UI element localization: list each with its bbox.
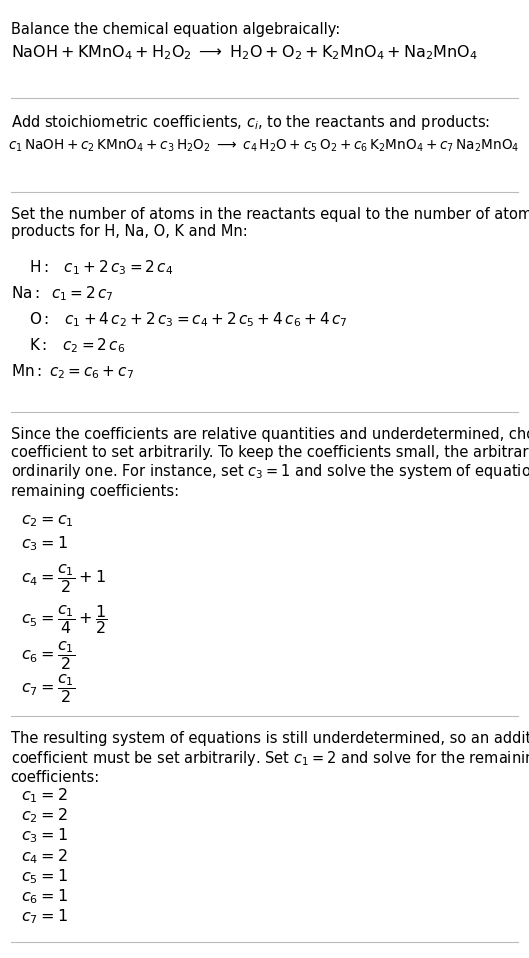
Text: The resulting system of equations is still underdetermined, so an additional
coe: The resulting system of equations is sti… — [11, 731, 529, 786]
Text: $c_1 = 2$: $c_1 = 2$ — [21, 787, 68, 806]
Text: $\mathrm{NaOH + KMnO_4 + H_2O_2 \;\longrightarrow\; H_2O + O_2 + K_2MnO_4 + Na_2: $\mathrm{NaOH + KMnO_4 + H_2O_2 \;\longr… — [11, 43, 478, 62]
Text: $c_6 = 1$: $c_6 = 1$ — [21, 887, 68, 906]
Text: $\mathrm{H:}\;\;\; c_1 + 2\,c_3 = 2\,c_4$: $\mathrm{H:}\;\;\; c_1 + 2\,c_3 = 2\,c_4… — [29, 259, 174, 278]
Text: $c_5 = \dfrac{c_1}{4} + \dfrac{1}{2}$: $c_5 = \dfrac{c_1}{4} + \dfrac{1}{2}$ — [21, 603, 107, 635]
Text: $c_5 = 1$: $c_5 = 1$ — [21, 867, 68, 886]
Text: Balance the chemical equation algebraically:: Balance the chemical equation algebraica… — [11, 22, 340, 37]
Text: Since the coefficients are relative quantities and underdetermined, choose a
coe: Since the coefficients are relative quan… — [11, 427, 529, 499]
Text: $\mathrm{Mn:}\; c_2 = c_6 + c_7$: $\mathrm{Mn:}\; c_2 = c_6 + c_7$ — [11, 362, 133, 381]
Text: $c_1\,\mathrm{NaOH} + c_2\,\mathrm{KMnO_4} + c_3\,\mathrm{H_2O_2} \;\longrightar: $c_1\,\mathrm{NaOH} + c_2\,\mathrm{KMnO_… — [8, 138, 519, 154]
Text: $\mathrm{O:}\;\;\; c_1 + 4\,c_2 + 2\,c_3 = c_4 + 2\,c_5 + 4\,c_6 + 4\,c_7$: $\mathrm{O:}\;\;\; c_1 + 4\,c_2 + 2\,c_3… — [29, 310, 348, 330]
Text: $\mathrm{K:}\;\;\; c_2 = 2\,c_6$: $\mathrm{K:}\;\;\; c_2 = 2\,c_6$ — [29, 336, 125, 355]
Text: $\mathrm{Na:}\;\; c_1 = 2\,c_7$: $\mathrm{Na:}\;\; c_1 = 2\,c_7$ — [11, 285, 113, 304]
Text: $c_7 = 1$: $c_7 = 1$ — [21, 907, 68, 926]
Text: Add stoichiometric coefficients, $c_i$, to the reactants and products:: Add stoichiometric coefficients, $c_i$, … — [11, 113, 490, 132]
Text: $c_2 = c_1$: $c_2 = c_1$ — [21, 513, 74, 529]
Text: $c_4 = 2$: $c_4 = 2$ — [21, 847, 68, 866]
Text: $c_3 = 1$: $c_3 = 1$ — [21, 827, 68, 846]
Text: Set the number of atoms in the reactants equal to the number of atoms in the
pro: Set the number of atoms in the reactants… — [11, 207, 529, 240]
Text: $c_6 = \dfrac{c_1}{2}$: $c_6 = \dfrac{c_1}{2}$ — [21, 639, 76, 672]
Text: $c_4 = \dfrac{c_1}{2} + 1$: $c_4 = \dfrac{c_1}{2} + 1$ — [21, 562, 106, 595]
Text: $c_3 = 1$: $c_3 = 1$ — [21, 535, 68, 554]
Text: $c_2 = 2$: $c_2 = 2$ — [21, 807, 68, 826]
Text: $c_7 = \dfrac{c_1}{2}$: $c_7 = \dfrac{c_1}{2}$ — [21, 673, 76, 705]
